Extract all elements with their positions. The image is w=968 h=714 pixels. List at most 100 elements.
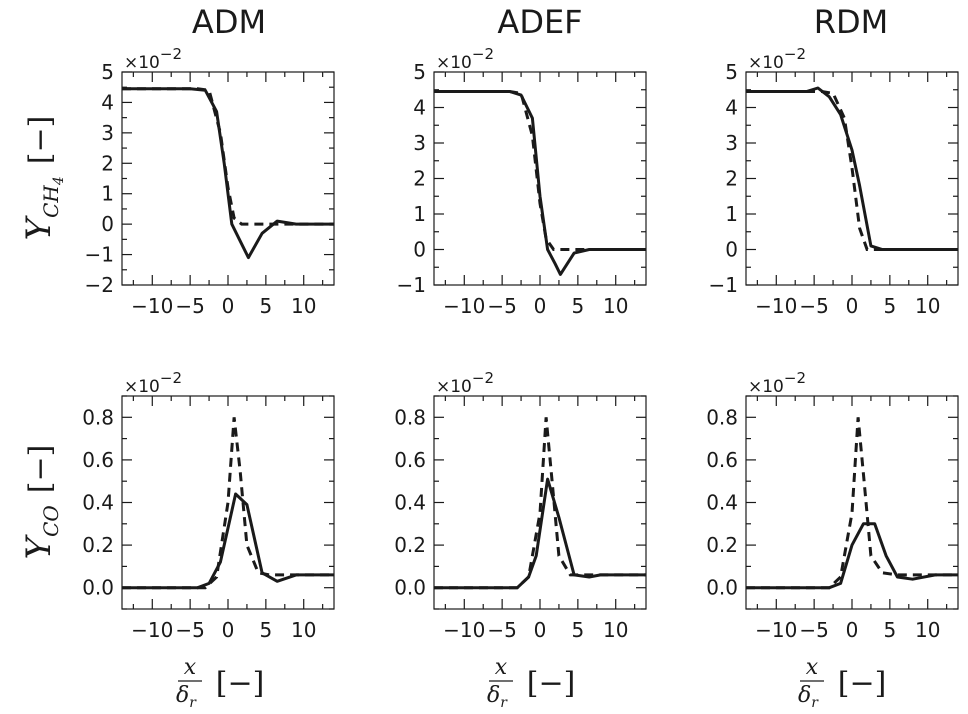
y-tick-label: 1 <box>101 182 114 206</box>
xlabel-denominator-sub: r <box>189 695 197 711</box>
column-title-adef: ADEF <box>497 3 582 41</box>
series-line-solid <box>434 90 646 276</box>
series-line-dashed <box>434 417 646 590</box>
svg-text:δr: δr <box>487 683 508 711</box>
ylabel-yco-main: Y <box>19 533 59 559</box>
x-tick-label: −10 <box>443 294 485 318</box>
y-tick-label: 0.6 <box>394 448 426 472</box>
xlabel-unit: [−] <box>216 666 265 701</box>
y-tick-label: 2 <box>413 167 426 191</box>
ylabel-ych4: YCH4 [−] <box>19 116 67 241</box>
y-tick-label: 4 <box>725 96 738 120</box>
ylabel-yco-unit: [−] <box>23 445 58 494</box>
x-tick-label: −10 <box>131 618 173 642</box>
xlabel-col0: x δr [−] <box>176 655 264 711</box>
svg-text:δr: δr <box>798 683 819 711</box>
ylabel-ych4-subsub: 4 <box>51 176 67 186</box>
column-title-adm: ADM <box>192 3 266 41</box>
y-tick-label: 0.4 <box>394 491 426 515</box>
y-tick-label: 3 <box>725 131 738 155</box>
y-tick-label: 0.0 <box>82 576 114 600</box>
scale-exponent-label: ×10−2 <box>748 369 806 397</box>
xlabel-denominator: δ <box>176 683 189 708</box>
xlabel-col1: x δr [−] <box>487 655 575 711</box>
x-tick-label: 5 <box>883 618 896 642</box>
x-tick-label: −10 <box>755 618 797 642</box>
series-line-dashed <box>122 417 334 590</box>
x-tick-label: 5 <box>259 618 272 642</box>
x-tick-label: 5 <box>571 294 584 318</box>
y-tick-label: 0.2 <box>706 533 738 557</box>
x-tick-label: −10 <box>131 294 173 318</box>
y-tick-label: −2 <box>85 273 114 297</box>
x-tick-label: −5 <box>799 294 828 318</box>
x-tick-label: −5 <box>175 618 204 642</box>
y-tick-label: −1 <box>397 273 426 297</box>
y-tick-label: 4 <box>413 96 426 120</box>
x-tick-label: −10 <box>755 294 797 318</box>
y-tick-label: 1 <box>413 202 426 226</box>
y-tick-label: 0 <box>413 238 426 262</box>
series-line-dashed <box>746 417 958 590</box>
x-tick-label: 0 <box>534 618 547 642</box>
y-tick-label: 3 <box>101 121 114 145</box>
series-line-solid <box>122 492 334 590</box>
y-tick-label: 0.4 <box>706 491 738 515</box>
xlabel-denominator: δ <box>798 683 811 708</box>
series-line-solid <box>122 87 334 260</box>
x-tick-label: 0 <box>222 294 235 318</box>
xlabel-numerator: x <box>184 655 197 680</box>
x-tick-label: −5 <box>487 618 516 642</box>
y-tick-label: 0.6 <box>82 448 114 472</box>
y-tick-label: 2 <box>725 167 738 191</box>
y-tick-label: −1 <box>85 243 114 267</box>
x-tick-label: 10 <box>603 618 628 642</box>
axes-frame <box>121 395 335 610</box>
y-tick-label: 1 <box>725 202 738 226</box>
series-line-dashed <box>122 87 334 226</box>
x-tick-label: 0 <box>534 294 547 318</box>
y-tick-label: 0.0 <box>706 576 738 600</box>
y-tick-label: 3 <box>413 131 426 155</box>
svg-text:YCH4[−]: YCH4 [−] <box>19 116 67 241</box>
ylabel-yco: YCO [−] <box>19 445 63 560</box>
series-line-dashed <box>434 90 646 251</box>
scale-exponent-label: ×10−2 <box>124 45 182 73</box>
ylabel-ych4-main: Y <box>19 214 59 240</box>
x-tick-label: 10 <box>915 294 940 318</box>
scale-exponent-label: ×10−2 <box>436 45 494 73</box>
y-tick-label: 5 <box>725 60 738 84</box>
scale-exponent-label: ×10−2 <box>124 369 182 397</box>
scale-exponent-label: ×10−2 <box>436 369 494 397</box>
y-tick-label: −1 <box>709 273 738 297</box>
y-tick-label: 5 <box>101 60 114 84</box>
series-line-dashed <box>746 90 958 251</box>
x-tick-label: 10 <box>291 294 316 318</box>
x-tick-label: −10 <box>443 618 485 642</box>
panel-5: ×10−2 −10 −5 0 5 10 0.0 0.2 0.4 0.6 0.8 <box>706 369 959 642</box>
axes-frame <box>433 395 647 610</box>
y-tick-label: 2 <box>101 151 114 175</box>
axes-frame <box>433 71 647 286</box>
y-tick-label: 4 <box>101 90 114 114</box>
y-tick-label: 0.8 <box>82 405 114 429</box>
x-tick-label: −5 <box>799 618 828 642</box>
x-tick-label: 10 <box>915 618 940 642</box>
y-tick-label: 0.4 <box>82 491 114 515</box>
scale-exponent-label: ×10−2 <box>748 45 806 73</box>
y-tick-label: 0 <box>101 212 114 236</box>
xlabel-unit: [−] <box>838 666 887 701</box>
x-tick-label: 5 <box>883 294 896 318</box>
y-tick-label: 0.8 <box>706 405 738 429</box>
axes-frame <box>121 71 335 286</box>
y-tick-label: 0.0 <box>394 576 426 600</box>
y-tick-label: 0.8 <box>394 405 426 429</box>
ylabel-ych4-sub: CH <box>39 185 63 218</box>
svg-text:YCO[−]: YCO [−] <box>19 445 63 560</box>
xlabel-unit: [−] <box>527 666 576 701</box>
xlabel-col2: x δr [−] <box>798 655 886 711</box>
